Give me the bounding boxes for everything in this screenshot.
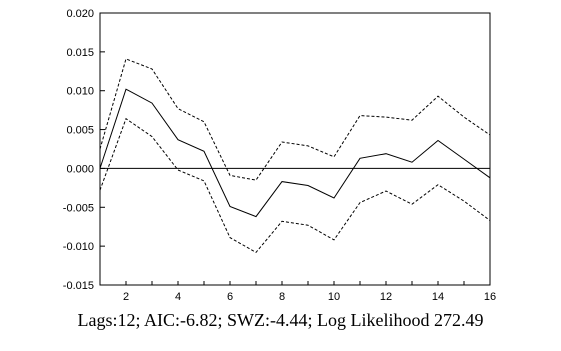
x-tick-label: 12 (380, 291, 392, 303)
x-tick-label: 10 (328, 291, 340, 303)
impulse-response-chart: 0.020 0.015 0.010 0.005 0.000 -0.005 -0.010 -0.… (63, 8, 496, 303)
chart-caption: Lags:12; AIC:-6.82; SWZ:-4.44; Log Likel… (77, 310, 484, 330)
y-tick-label: -0.010 (63, 241, 94, 253)
response-line-0 (99, 88, 491, 218)
x-tick-label: 8 (279, 291, 285, 303)
y-tick-label: -0.005 (63, 202, 94, 214)
series-group (99, 58, 491, 254)
x-tick-label: 6 (227, 291, 233, 303)
y-tick-label: 0.010 (66, 86, 94, 98)
confidence-band-line-1 (99, 58, 491, 181)
x-tick-label: 2 (123, 291, 129, 303)
plot-frame (99, 12, 491, 286)
x-axis: 2 4 6 8 10 12 14 16 (99, 281, 496, 303)
y-tick-label: 0.005 (66, 125, 94, 137)
y-tick-label: 0.000 (66, 163, 94, 175)
confidence-band-line-2 (99, 117, 491, 254)
x-tick-label: 16 (484, 291, 496, 303)
y-tick-label: -0.015 (63, 280, 94, 292)
x-tick-label: 14 (432, 291, 444, 303)
x-tick-label: 4 (175, 291, 181, 303)
y-tick-label: 0.020 (66, 8, 94, 20)
y-tick-label: 0.015 (66, 47, 94, 59)
y-axis: 0.020 0.015 0.010 0.005 0.000 -0.005 -0.010 -0.… (63, 8, 105, 292)
